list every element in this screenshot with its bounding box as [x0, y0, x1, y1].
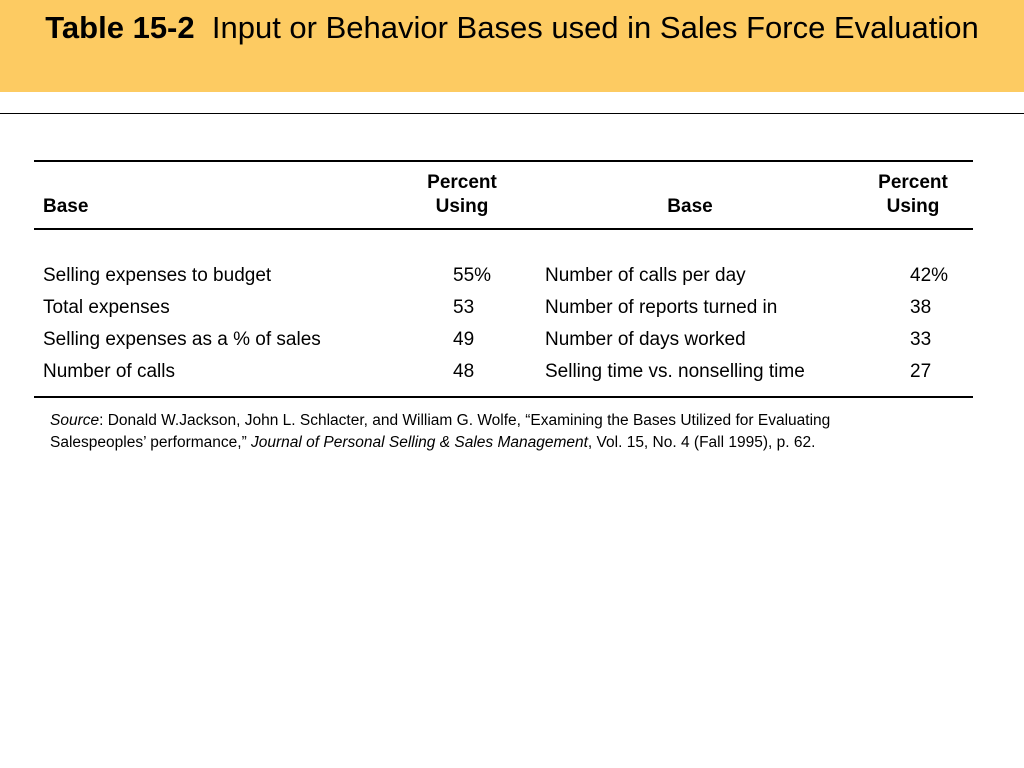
row4-left-pct: 48	[453, 361, 475, 382]
row1-left-pct: 55%	[453, 265, 492, 286]
source-journal: Journal of Personal Selling & Sales Mana…	[251, 434, 588, 451]
header-percent-left-line1: Percent	[427, 172, 497, 193]
header-percent-right: Percent Using	[853, 171, 973, 219]
source-note: Source: Donald W.Jackson, John L. Schlac…	[50, 410, 930, 454]
source-text-2: , Vol. 15, No. 4 (Fall 1995), p. 62.	[587, 434, 816, 451]
row3-left-base: Selling expenses as a % of sales	[43, 329, 321, 350]
row1-right-pct: 42%	[910, 265, 949, 286]
row4-left-base: Number of calls	[43, 361, 175, 382]
row3-right-pct: 33	[910, 329, 932, 350]
header-percent-left-line2: Using	[435, 196, 489, 217]
title-band	[0, 0, 1024, 92]
source-text-1: : Donald W.Jackson, John L. Schlacter, a…	[50, 412, 831, 451]
row2-left-base: Total expenses	[43, 297, 170, 318]
title-divider	[0, 113, 1024, 114]
row1-left-base: Selling expenses to budget	[43, 265, 272, 286]
row4-right-pct: 27	[910, 361, 932, 382]
row3-left-pct: 49	[453, 329, 475, 350]
header-percent-left: Percent Using	[402, 171, 522, 219]
table-label: Table 15-2	[45, 10, 195, 45]
row2-right-pct: 38	[910, 297, 932, 318]
row2-left-pct: 53	[453, 297, 475, 318]
header-base-left: Base	[43, 196, 89, 217]
row3-right-base: Number of days worked	[545, 329, 746, 350]
header-percent-right-line1: Percent	[878, 172, 948, 193]
row2-right-base: Number of reports turned in	[545, 297, 778, 318]
source-label: Source	[50, 412, 100, 429]
row1-right-base: Number of calls per day	[545, 265, 746, 286]
table-header-rule	[34, 228, 973, 230]
header-percent-right-line2: Using	[886, 196, 940, 217]
slide-title: Table 15-2 Input or Behavior Bases used …	[40, 8, 984, 48]
header-base-right: Base	[667, 196, 713, 217]
table-top-rule	[34, 160, 973, 162]
table-bottom-rule	[34, 396, 973, 398]
row4-right-base: Selling time vs. nonselling time	[545, 361, 805, 382]
title-text: Input or Behavior Bases used in Sales Fo…	[211, 10, 979, 45]
